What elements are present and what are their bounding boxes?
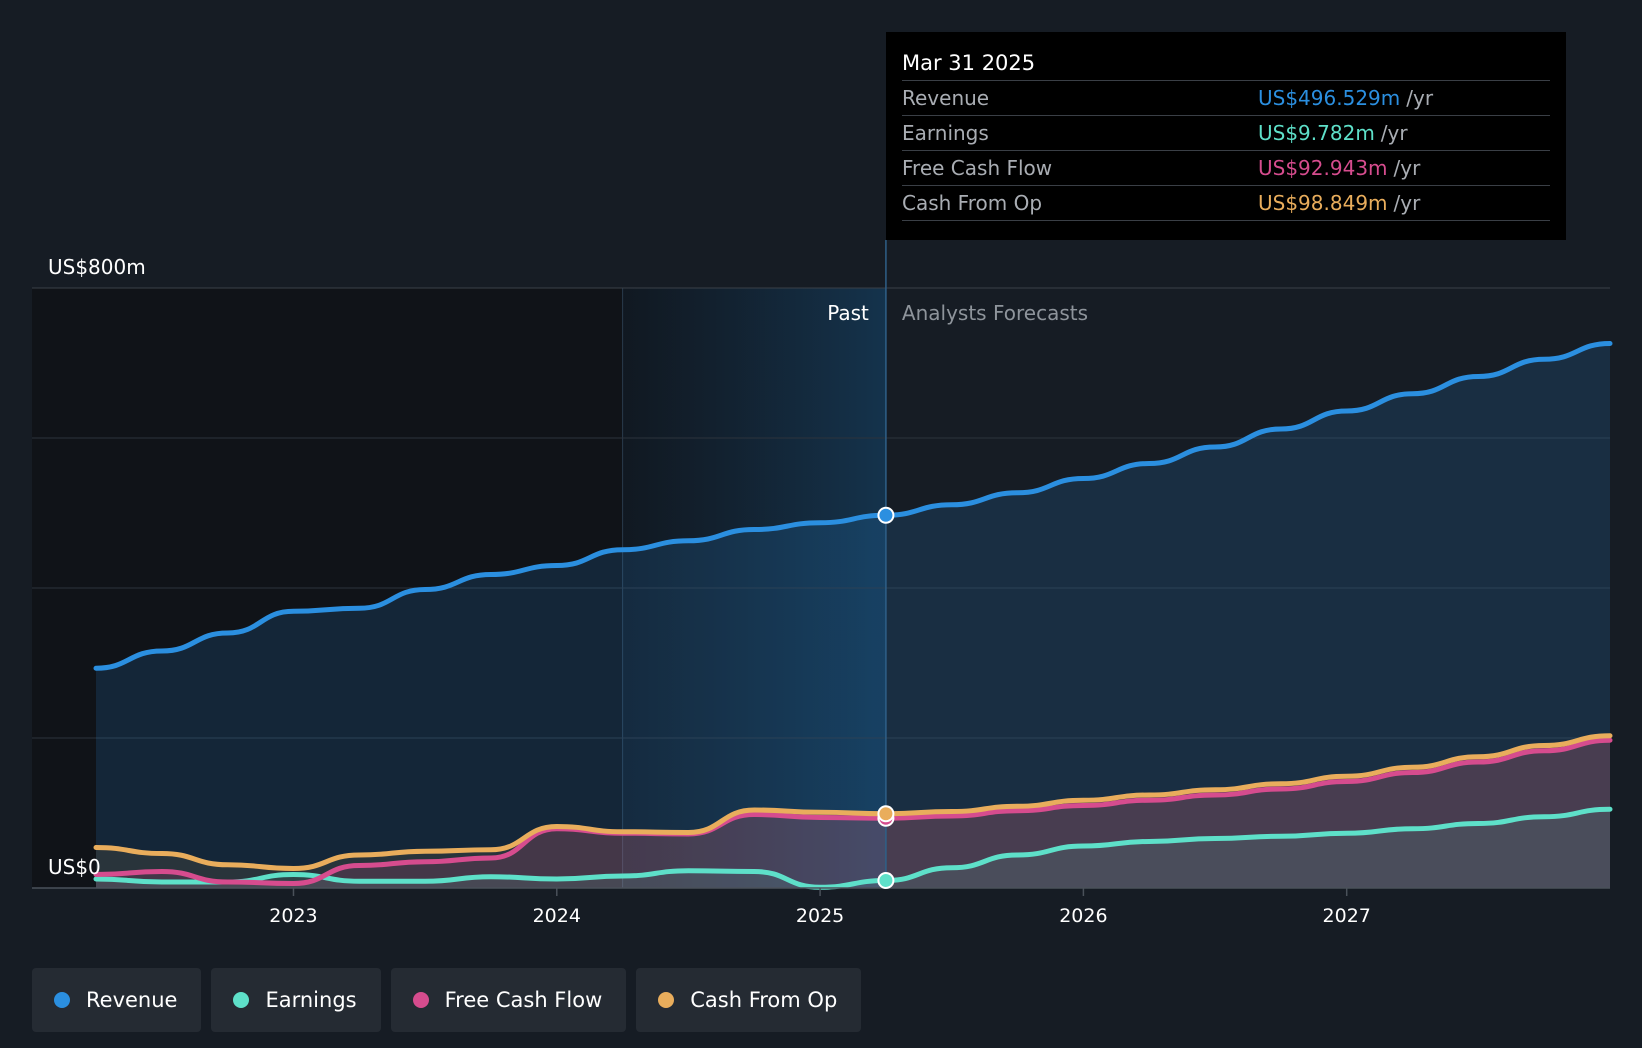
tooltip-row-cash-from-op: Cash From Op US$98.849m /yr <box>902 185 1550 221</box>
earnings-dot-icon <box>233 992 250 1008</box>
tooltip-row-value: US$496.529m <box>1258 86 1401 110</box>
x-tick-label: 2024 <box>533 905 581 927</box>
free-cash-flow-line <box>93 737 1613 886</box>
tooltip-row-name: Cash From Op <box>902 191 1043 215</box>
tooltip-row-unit: /yr <box>1393 191 1421 215</box>
tooltip-row-unit: /yr <box>1393 156 1421 180</box>
earnings-area <box>96 809 1610 888</box>
revenue-area <box>96 343 1610 888</box>
forecast-label: Analysts Forecasts <box>902 301 1088 325</box>
tooltip-row-revenue: Revenue US$496.529m /yr <box>902 80 1550 115</box>
revenue-marker <box>877 506 895 524</box>
revenue-line <box>93 341 1613 671</box>
legend-item-cash-from-op[interactable]: Cash From Op <box>636 968 862 1032</box>
tooltip-row-unit: /yr <box>1406 86 1434 110</box>
x-tick-label: 2023 <box>269 905 317 927</box>
y-axis-top-label: US$800m <box>48 255 146 279</box>
earnings-line <box>93 806 1613 890</box>
legend-item-free-cash-flow[interactable]: Free Cash Flow <box>390 968 627 1032</box>
tooltip-row-name: Free Cash Flow <box>902 156 1053 180</box>
revenue-dot-icon <box>54 992 70 1008</box>
x-tick-label: 2025 <box>796 905 844 927</box>
tooltip-row-unit: /yr <box>1380 121 1408 145</box>
x-tick-label: 2027 <box>1323 905 1371 927</box>
legend-label: Revenue <box>86 988 178 1012</box>
tooltip-date: Mar 31 2025 <box>902 51 1036 75</box>
legend-label: Cash From Op <box>690 988 838 1012</box>
tooltip-row-name: Earnings <box>902 121 989 145</box>
free-cash-flow-area <box>96 740 1610 888</box>
tooltip-row-earnings: Earnings US$9.782m /yr <box>902 115 1550 150</box>
cash-from-op-dot-icon <box>658 992 675 1008</box>
legend: Revenue Earnings Free Cash Flow Cash Fro… <box>32 968 862 1032</box>
cash-from-op-marker <box>877 805 895 823</box>
free-cash-flow-dot-icon <box>412 992 429 1008</box>
legend-label: Earnings <box>265 988 357 1012</box>
legend-item-revenue[interactable]: Revenue <box>32 968 202 1032</box>
past-label: Past <box>827 301 869 325</box>
legend-label: Free Cash Flow <box>444 988 603 1012</box>
earnings-marker <box>877 872 895 889</box>
legend-item-earnings[interactable]: Earnings <box>211 968 381 1032</box>
tooltip-row-value: US$9.782m <box>1258 121 1375 145</box>
tooltip-row-free-cash-flow: Free Cash Flow US$92.943m /yr <box>902 150 1550 185</box>
tooltip-row-value: US$92.943m <box>1258 156 1388 180</box>
y-axis-bottom-label: US$0 <box>48 855 101 879</box>
tooltip-row-name: Revenue <box>902 86 990 110</box>
cash-from-op-line <box>93 733 1613 871</box>
x-tick-label: 2026 <box>1059 905 1107 927</box>
tooltip-row-value: US$98.849m <box>1258 191 1388 215</box>
tooltip: Mar 31 2025 Revenue US$496.529m /yr Earn… <box>886 32 1566 240</box>
